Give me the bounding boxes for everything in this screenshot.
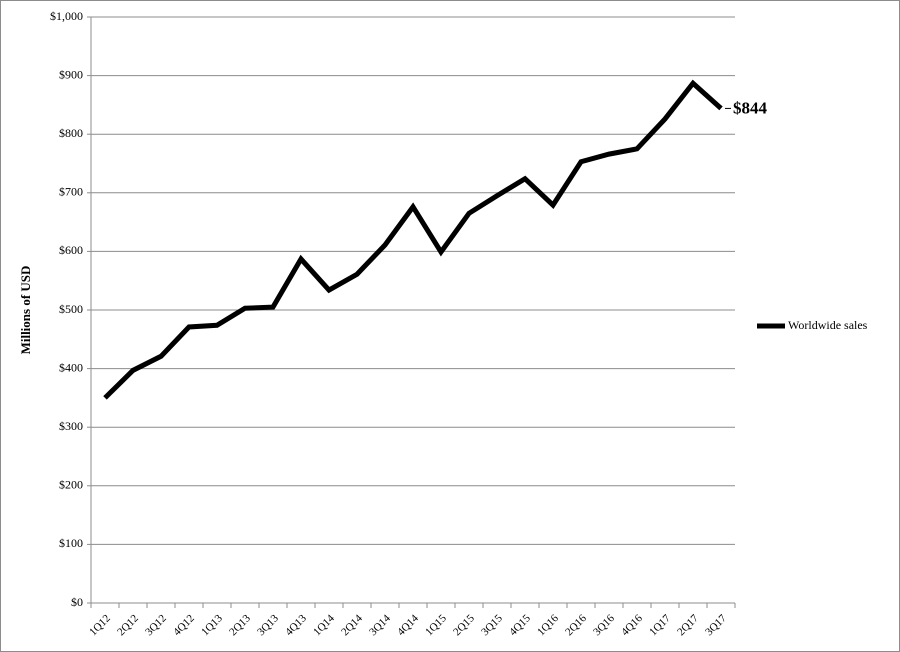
y-tick-label: $700 [59,185,83,199]
y-tick-label: $300 [59,419,83,433]
series-line [103,79,723,400]
y-tick-label: $1,000 [50,9,83,23]
legend-label: Worldwide sales [788,318,868,332]
y-tick-label: $900 [59,67,83,81]
y-tick-label: $100 [59,536,83,550]
y-tick-label: $800 [59,126,83,140]
y-tick-label: $200 [59,478,83,492]
y-tick-label: $400 [59,360,83,374]
y-tick-label: $500 [59,302,83,316]
y-tick-label: $0 [71,595,83,609]
data-label: $844 [733,98,768,117]
y-axis-label: Millions of USD [18,266,33,355]
y-tick-label: $600 [59,243,83,257]
